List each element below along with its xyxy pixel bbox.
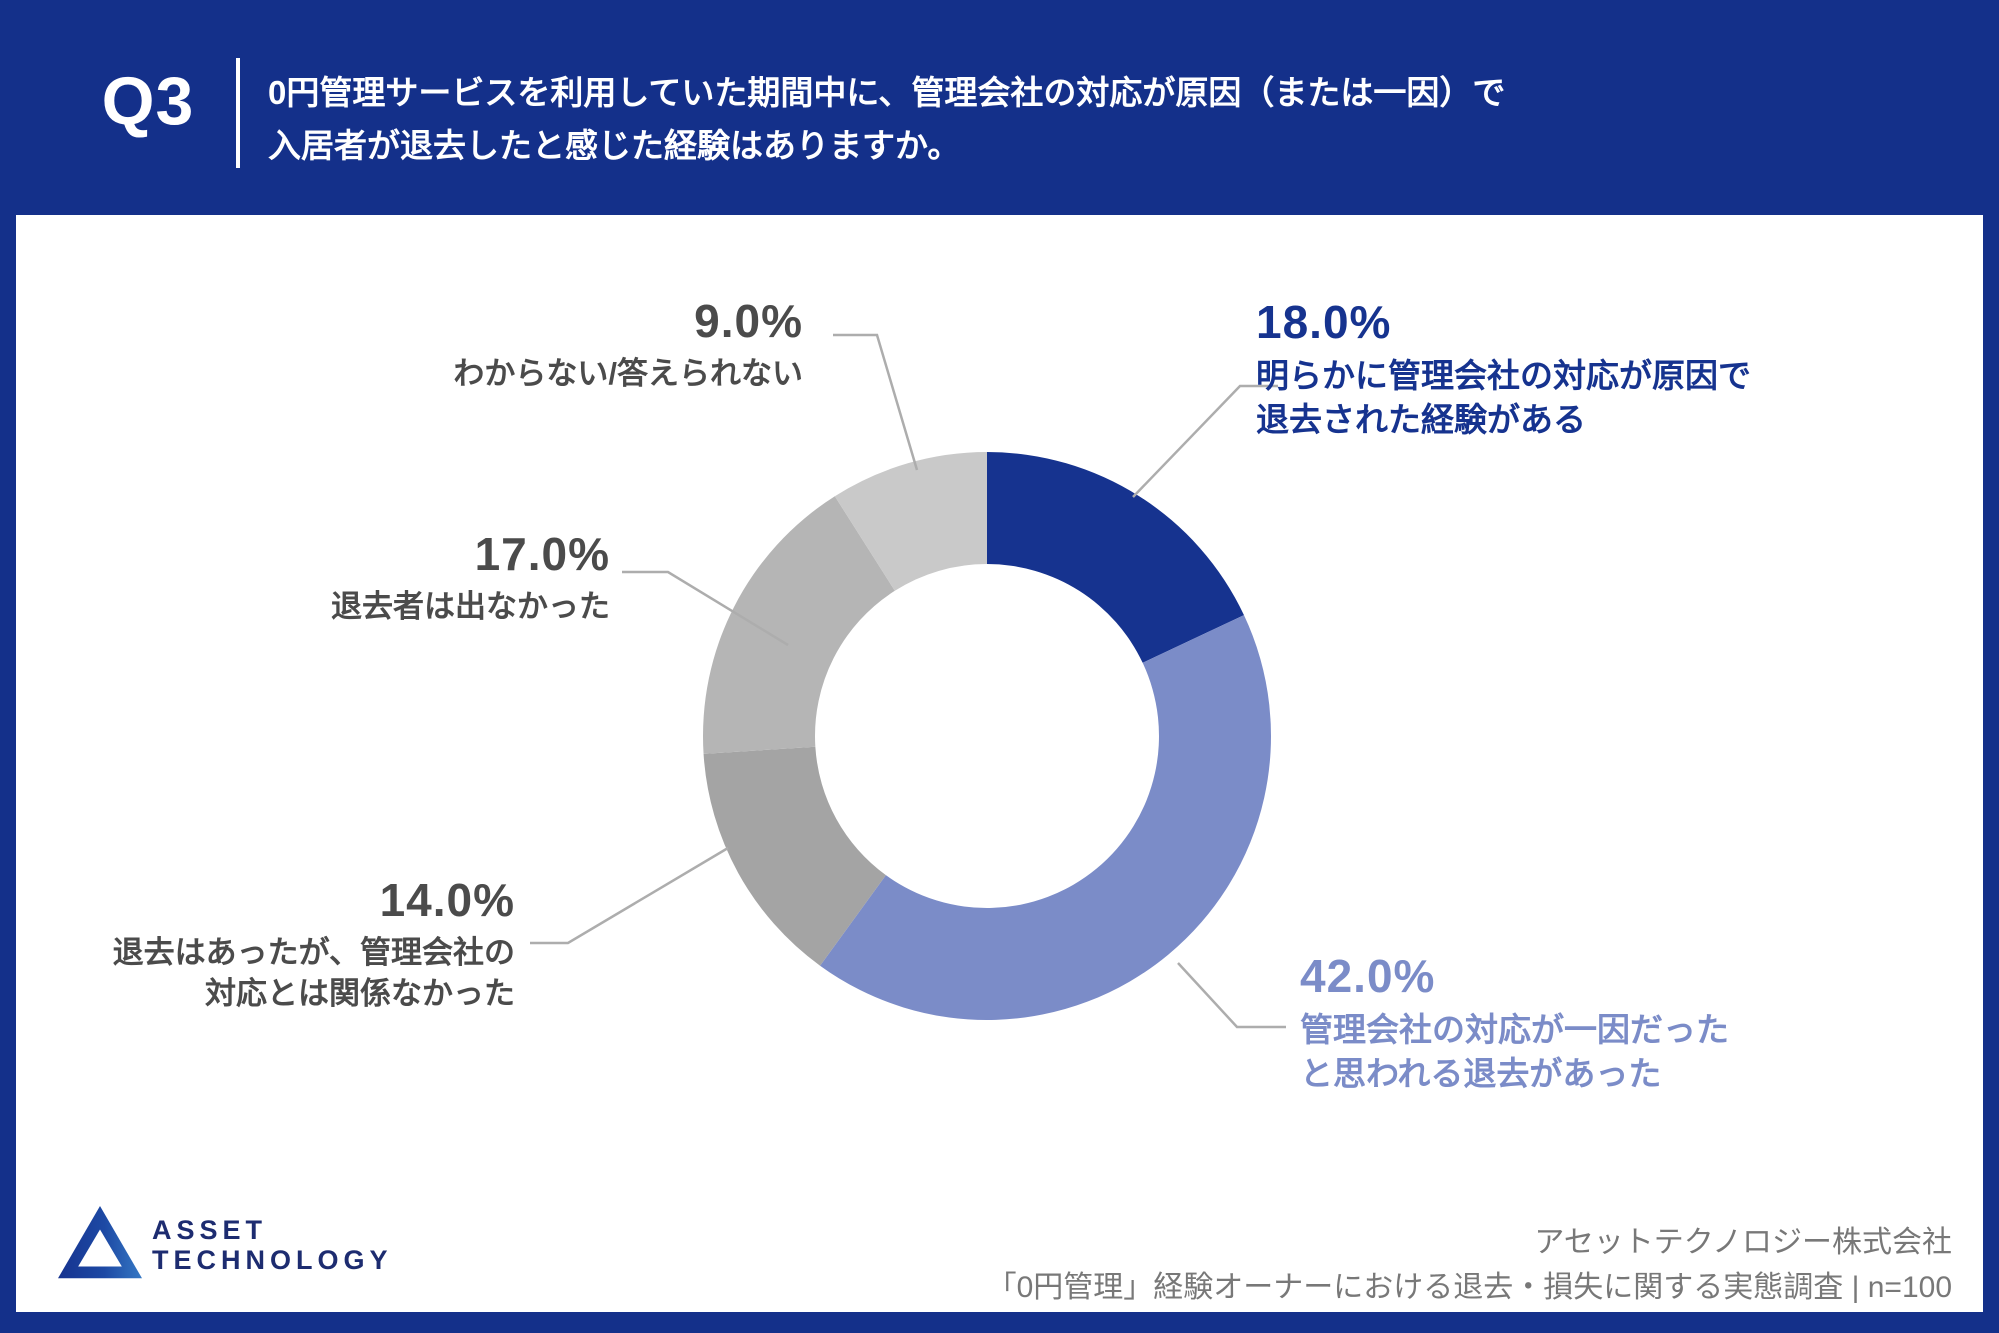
logo-wordmark: ASSET TECHNOLOGY [152,1215,393,1275]
callout-14-percent: 14.0% 退去はあったが、管理会社の 対応とは関係なかった [110,874,515,1015]
leader-lines [530,333,1286,1029]
source-company: アセットテクノロジー株式会社 [1534,1226,1952,1259]
leader-line-18 [1132,384,1278,498]
callout-17-label: 退去者は出なかった [240,586,610,628]
callout-42-label-line2: と思われる退去があった [1300,1054,1662,1092]
survey-source: アセットテクノロジー株式会社 「0円管理」経験オーナーにおける退去・損失に関する… [652,1220,1952,1310]
callout-42-label: 管理会社の対応が一因だった と思われる退去があった [1300,1008,1980,1096]
callout-17-percent: 17.0% 退去者は出なかった [240,528,610,628]
leader-line-17 [622,570,789,647]
callout-17-label-line1: 退去者は出なかった [331,588,610,624]
chart-panel [16,215,1983,1312]
callout-9-percent: 9.0% わからない/答えられない [420,295,803,395]
callout-14-label-line1: 退去はあったが、管理会社の [112,934,515,970]
callout-9-label: わからない/答えられない [420,353,803,395]
callout-42-value: 42.0% [1300,950,1436,1002]
callout-9-label-line1: わからない/答えられない [453,355,803,391]
callout-14-label-line2: 対応とは関係なかった [205,976,515,1012]
callout-14-label: 退去はあったが、管理会社の 対応とは関係なかった [110,932,515,1015]
callout-14-value: 14.0% [379,874,515,926]
donut-segment-2 [703,746,886,966]
donut-segment-4 [834,452,987,591]
company-logo: ASSET TECHNOLOGY [58,1203,478,1289]
question-header: Q3 0円管理サービスを利用していた期間中に、管理会社の対応が原因（または一因）… [0,0,1999,215]
logo-word-technology: TECHNOLOGY [152,1245,393,1276]
question-line-2: 入居者が退去したと感じた経験はありますか。 [268,127,961,165]
donut-segment-0 [987,452,1244,663]
callout-18-percent: 18.0% 明らかに管理会社の対応が原因で 退去された経験がある [1256,296,1976,442]
callout-42-percent: 42.0% 管理会社の対応が一因だった と思われる退去があった [1300,950,1980,1096]
callout-17-value: 17.0% [474,528,610,580]
leader-line-14 [530,846,729,945]
donut-segment-1 [820,615,1271,1020]
logo-word-asset: ASSET [152,1215,268,1245]
question-number: Q3 [101,63,195,139]
callout-18-label-line1: 明らかに管理会社の対応が原因で [1256,356,1751,394]
callout-42-label-line1: 管理会社の対応が一因だった [1300,1010,1729,1048]
question-text: 0円管理サービスを利用していた期間中に、管理会社の対応が原因（または一因）で 入… [268,66,1918,173]
header-divider [236,58,240,168]
donut-segments [702,452,1271,1020]
callout-18-label: 明らかに管理会社の対応が原因で 退去された経験がある [1256,354,1976,442]
leader-line-9 [833,333,919,471]
callout-18-value: 18.0% [1256,296,1392,348]
leader-line-42 [1177,962,1286,1029]
callout-18-label-line2: 退去された経験がある [1256,400,1586,438]
logo-triangle-icon [58,1206,142,1279]
question-line-1: 0円管理サービスを利用していた期間中に、管理会社の対応が原因（または一因）で [268,74,1506,111]
donut-segment-3 [702,496,895,754]
source-survey: 「0円管理」経験オーナーにおける退去・損失に関する実態調査 | n=100 [986,1271,1952,1304]
callout-9-value: 9.0% [694,295,803,347]
